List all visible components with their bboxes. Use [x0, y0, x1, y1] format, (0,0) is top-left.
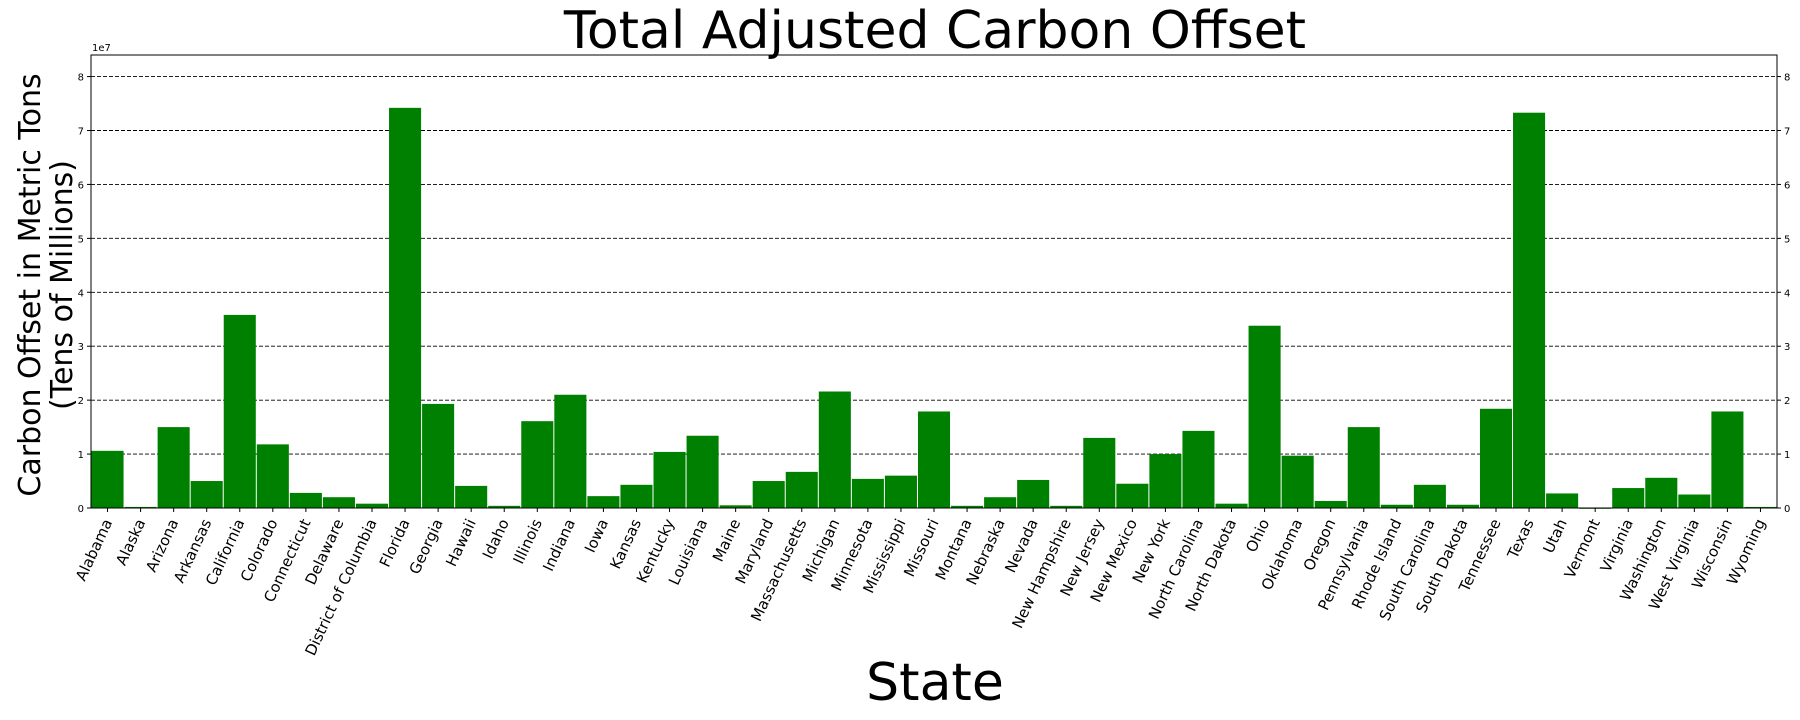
- bar-alabama: [91, 450, 124, 508]
- bar-michigan: [818, 391, 851, 508]
- x-tick-label: Iowa: [581, 516, 612, 555]
- bar-south-dakota: [1446, 504, 1479, 508]
- y-tick-label-right: 2: [1784, 396, 1790, 407]
- y-tick-label-left: 4: [78, 288, 84, 299]
- bar-kentucky: [653, 451, 686, 508]
- bar-utah: [1546, 493, 1579, 508]
- y-tick-label-right: 3: [1784, 342, 1790, 353]
- x-tick-label: Idaho: [479, 516, 513, 562]
- bar-district-of-columbia: [355, 503, 389, 508]
- bar-minnesota: [851, 478, 884, 508]
- bar-hawaii: [455, 485, 488, 508]
- bar-massachusetts: [785, 471, 818, 508]
- bar-north-carolina: [1182, 430, 1215, 508]
- gridlines: [91, 76, 1777, 455]
- y-tick-label-left: 5: [78, 234, 84, 245]
- bar-virginia: [1612, 488, 1645, 508]
- bar-missouri: [917, 411, 951, 508]
- y-tick-label-left: 1: [78, 450, 84, 461]
- bar-texas: [1513, 112, 1546, 508]
- y-tick-label-right: 0: [1784, 504, 1790, 515]
- y-tick-label-left: 6: [78, 180, 84, 191]
- y-tick-label-right: 7: [1784, 127, 1790, 138]
- bar-arizona: [157, 427, 190, 508]
- bar-georgia: [422, 403, 455, 508]
- bar-new-york: [1149, 454, 1182, 508]
- x-tick-label: Maine: [709, 516, 744, 564]
- bar-pennsylvania: [1347, 427, 1380, 508]
- bar-connecticut: [289, 492, 322, 508]
- bar-maine: [719, 505, 752, 508]
- bar-california: [223, 314, 256, 508]
- y-tick-label-left: 8: [78, 73, 84, 84]
- y-axis-offset-label: 1e7: [92, 43, 111, 54]
- bar-south-carolina: [1413, 484, 1446, 508]
- bars: [91, 107, 1777, 509]
- bar-nevada: [1017, 479, 1050, 508]
- y-tick-label-right: 5: [1784, 234, 1790, 245]
- bar-ohio: [1248, 325, 1281, 508]
- y-tick-label-left: 2: [78, 396, 84, 407]
- y-axis-label-line2: (Tens of Millions): [45, 160, 80, 410]
- bar-oregon: [1314, 500, 1347, 508]
- bar-north-dakota: [1215, 503, 1248, 508]
- x-tick-label: Alabama: [72, 516, 116, 584]
- bar-kansas: [620, 484, 653, 508]
- y-axis-label-line1: Carbon Offset in Metric Tons: [13, 73, 48, 496]
- y-tick-label-left: 3: [78, 342, 84, 353]
- bar-wisconsin: [1711, 411, 1744, 508]
- plot-frame: [90, 54, 1778, 509]
- bar-west-virginia: [1678, 494, 1711, 508]
- x-tick-label: Texas: [1503, 516, 1537, 562]
- bar-iowa: [587, 496, 620, 508]
- bar-indiana: [554, 394, 587, 508]
- bar-arkansas: [190, 481, 223, 508]
- bar-florida: [389, 107, 422, 508]
- bar-tennessee: [1479, 408, 1513, 508]
- bar-idaho: [488, 505, 521, 508]
- x-tick-label: Ohio: [1242, 516, 1273, 555]
- y-ticks: 0 0 1 1 2 2 3 3 4 4 5 5 6 6 7 7 8 8: [78, 73, 1791, 515]
- bar-new-hampshire: [1050, 505, 1083, 508]
- x-tick-label: Illinois: [509, 516, 546, 567]
- x-axis-label: State: [866, 653, 1004, 713]
- bar-illinois: [521, 421, 554, 508]
- bar-montana: [951, 505, 984, 508]
- bar-oklahoma: [1281, 455, 1314, 508]
- y-tick-label-right: 6: [1784, 180, 1790, 191]
- y-tick-label-left: 0: [78, 504, 84, 515]
- bar-alaska: [124, 506, 157, 508]
- bar-maryland: [752, 481, 785, 508]
- bar-new-jersey: [1083, 437, 1116, 508]
- y-tick-label-right: 4: [1784, 288, 1790, 299]
- bar-nebraska: [984, 497, 1017, 508]
- y-tick-label-right: 1: [1784, 450, 1790, 461]
- y-axis-label: Carbon Offset in Metric Tons (Tens of Mi…: [13, 73, 80, 496]
- x-tick-label: Alaska: [112, 516, 149, 568]
- bar-wyoming: [1744, 506, 1777, 508]
- bar-delaware: [322, 497, 355, 508]
- x-tick-label: Hawaii: [442, 516, 480, 569]
- bar-mississippi: [884, 475, 917, 508]
- bar-washington: [1645, 477, 1678, 508]
- bar-rhode-island: [1380, 504, 1413, 508]
- bar-new-mexico: [1116, 483, 1149, 508]
- x-tick-label: Utah: [1539, 516, 1570, 556]
- y-tick-label-right: 8: [1784, 73, 1790, 84]
- chart-title: Total Adjusted Carbon Offset: [563, 1, 1306, 61]
- x-ticks: AlabamaAlaskaArizonaArkansasCaliforniaCo…: [72, 508, 1769, 658]
- bar-colorado: [256, 444, 289, 508]
- y-tick-label-left: 7: [78, 127, 84, 138]
- bar-louisiana: [686, 435, 719, 508]
